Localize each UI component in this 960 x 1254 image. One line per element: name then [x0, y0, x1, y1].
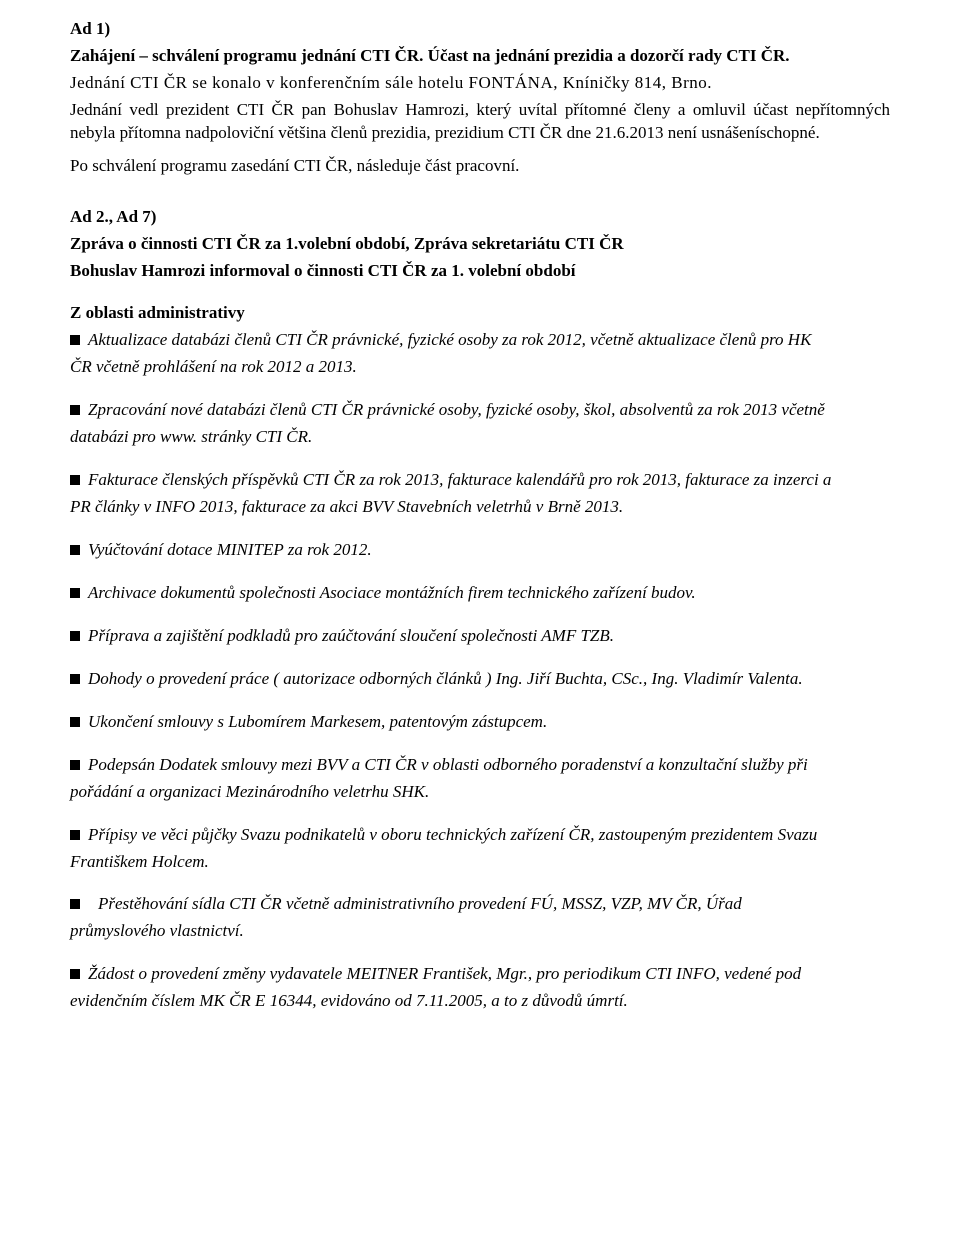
square-bullet-icon	[70, 588, 80, 598]
bullet-text: Podepsán Dodatek smlouvy mezi BVV a CTI …	[88, 754, 890, 777]
bullet-item: Dohody o provedení práce ( autorizace od…	[70, 668, 890, 691]
square-bullet-icon	[70, 760, 80, 770]
square-bullet-icon	[70, 899, 80, 909]
bullet-item: Vyúčtování dotace MINITEP za rok 2012.	[70, 539, 890, 562]
bullet-item: Ukončení smlouvy s Lubomírem Markesem, p…	[70, 711, 890, 734]
section-title: Zahájení – schválení programu jednání CT…	[70, 45, 890, 68]
intro-paragraph: Jednání vedl prezident CTI ČR pan Bohusl…	[70, 99, 890, 145]
bullet-text: Archivace dokumentů společnosti Asociace…	[88, 582, 890, 605]
bullet-continuation: pořádání a organizaci Mezinárodního vele…	[70, 781, 890, 804]
bullet-list: Aktualizace databázi členů CTI ČR právni…	[70, 329, 890, 1033]
report-line2: Bohuslav Hamrozi informoval o činnosti C…	[70, 260, 890, 283]
bullet-text: Žádost o provedení změny vydavatele MEIT…	[88, 963, 890, 986]
bullet-continuation: databázi pro www. stránky CTI ČR.	[70, 426, 890, 449]
admin-subhead: Z oblasti administrativy	[70, 302, 890, 325]
bullet-text: Dohody o provedení práce ( autorizace od…	[88, 668, 890, 691]
bullet-text: Aktualizace databázi členů CTI ČR právni…	[88, 329, 890, 352]
bullet-text: Fakturace členských příspěvků CTI ČR za …	[88, 469, 890, 492]
bullet-item: Archivace dokumentů společnosti Asociace…	[70, 582, 890, 605]
ad2-heading: Ad 2., Ad 7)	[70, 206, 890, 229]
ad1-heading: Ad 1)	[70, 18, 890, 41]
bullet-text: Přípisy ve věci půjčky Svazu podnikatelů…	[88, 824, 890, 847]
bullet-item: Podepsán Dodatek smlouvy mezi BVV a CTI …	[70, 754, 890, 777]
report-line1: Zpráva o činnosti CTI ČR za 1.volební ob…	[70, 233, 890, 256]
square-bullet-icon	[70, 335, 80, 345]
bullet-item: Žádost o provedení změny vydavatele MEIT…	[70, 963, 890, 986]
bullet-item: Fakturace členských příspěvků CTI ČR za …	[70, 469, 890, 492]
bullet-item: Aktualizace databázi členů CTI ČR právni…	[70, 329, 890, 352]
square-bullet-icon	[70, 631, 80, 641]
square-bullet-icon	[70, 405, 80, 415]
bullet-continuation: PR články v INFO 2013, fakturace za akci…	[70, 496, 890, 519]
square-bullet-icon	[70, 830, 80, 840]
square-bullet-icon	[70, 674, 80, 684]
venue-line: Jednání CTI ČR se konalo v konferenčním …	[70, 72, 890, 95]
bullet-item: Příprava a zajištění podkladů pro zaúčto…	[70, 625, 890, 648]
square-bullet-icon	[70, 717, 80, 727]
bullet-item: Zpracování nové databázi členů CTI ČR pr…	[70, 399, 890, 422]
bullet-continuation: průmyslového vlastnictví.	[70, 920, 890, 943]
bullet-text: Vyúčtování dotace MINITEP za rok 2012.	[88, 539, 890, 562]
square-bullet-icon	[70, 545, 80, 555]
square-bullet-icon	[70, 475, 80, 485]
bullet-text: Zpracování nové databázi členů CTI ČR pr…	[88, 399, 890, 422]
bullet-text: Ukončení smlouvy s Lubomírem Markesem, p…	[88, 711, 890, 734]
square-bullet-icon	[70, 969, 80, 979]
bullet-text: Přestěhování sídla CTI ČR včetně adminis…	[98, 893, 890, 916]
bullet-text: Příprava a zajištění podkladů pro zaúčto…	[88, 625, 890, 648]
bullet-continuation: Františkem Holcem.	[70, 851, 890, 874]
bullet-continuation: evidenčním číslem MK ČR E 16344, evidová…	[70, 990, 890, 1013]
after-approval: Po schválení programu zasedání CTI ČR, n…	[70, 155, 890, 178]
bullet-item: Přípisy ve věci půjčky Svazu podnikatelů…	[70, 824, 890, 847]
bullet-item: Přestěhování sídla CTI ČR včetně adminis…	[70, 893, 890, 916]
bullet-continuation: ČR včetně prohlášení na rok 2012 a 2013.	[70, 356, 890, 379]
document-page: Ad 1) Zahájení – schválení programu jedn…	[0, 0, 960, 1254]
